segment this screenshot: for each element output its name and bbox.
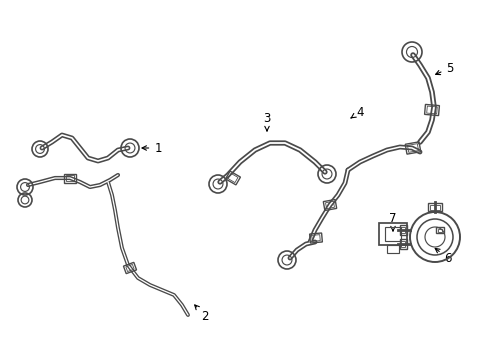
Text: 3: 3: [263, 112, 270, 131]
Bar: [385, 227, 401, 241]
Bar: [399, 225, 407, 235]
Bar: [325, 201, 335, 209]
Bar: [379, 223, 407, 245]
Text: 6: 6: [435, 248, 452, 265]
Bar: [427, 106, 437, 114]
Bar: [438, 229, 442, 231]
Bar: [405, 142, 421, 154]
Text: 1: 1: [142, 141, 162, 154]
Bar: [312, 235, 320, 241]
Bar: [66, 175, 74, 181]
Bar: [428, 203, 442, 211]
Bar: [430, 204, 440, 210]
Bar: [126, 265, 134, 271]
Text: 4: 4: [351, 105, 364, 118]
Bar: [225, 171, 241, 185]
Bar: [310, 233, 322, 243]
Text: 7: 7: [389, 211, 397, 231]
Bar: [64, 174, 76, 183]
Bar: [399, 239, 407, 249]
Bar: [387, 245, 399, 253]
Bar: [436, 227, 444, 233]
Bar: [425, 104, 440, 116]
Bar: [401, 241, 405, 247]
Bar: [401, 227, 405, 233]
Text: 5: 5: [436, 62, 454, 75]
Bar: [323, 199, 337, 211]
Bar: [408, 144, 418, 152]
Bar: [228, 174, 238, 183]
Text: 2: 2: [195, 305, 209, 323]
Bar: [123, 262, 137, 274]
